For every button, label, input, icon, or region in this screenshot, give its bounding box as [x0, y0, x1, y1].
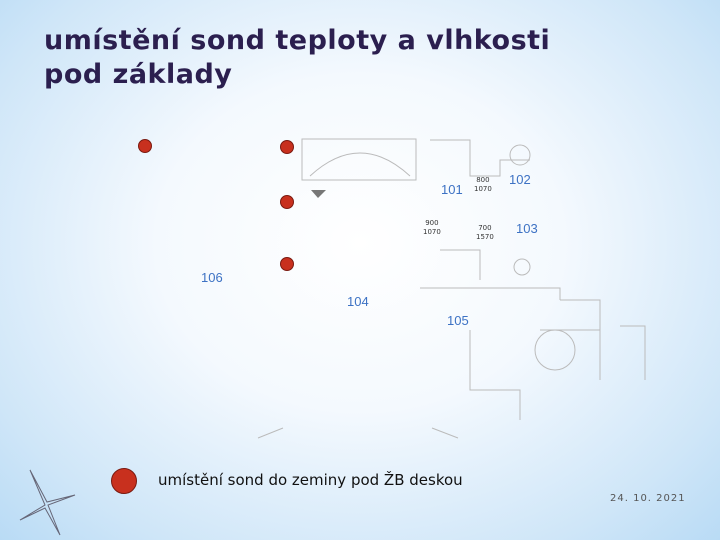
dimension: 700 1570: [476, 224, 494, 242]
probe-marker: [280, 257, 294, 271]
plan-symbol: [311, 190, 326, 198]
room-label: 102: [509, 172, 531, 187]
star-decor: [19, 469, 76, 536]
plan-mark: [257, 427, 459, 439]
room-label: 104: [347, 294, 369, 309]
legend-marker: [111, 468, 137, 494]
title: umístění sond teploty a vlhkosti pod zák…: [44, 24, 550, 92]
room-label: 105: [447, 313, 469, 328]
room-label: 106: [201, 270, 223, 285]
plan-circle: [534, 329, 576, 371]
title-line: pod základy: [44, 59, 233, 90]
dimension-text: 1070: [474, 185, 492, 193]
dimension-text: 700: [478, 224, 492, 232]
plan-wall: [301, 138, 417, 181]
room-label: 101: [441, 182, 463, 197]
room-label: 103: [516, 221, 538, 236]
dimension-text: 1570: [476, 233, 494, 241]
dimension-text: 900: [425, 219, 439, 227]
date: 24. 10. 2021: [610, 493, 686, 504]
plan-circle: [509, 144, 531, 166]
plan-walls: [420, 139, 646, 420]
legend-text: umístění sond do zeminy pod ŽB deskou: [158, 471, 463, 489]
dimension-text: 1070: [423, 228, 441, 236]
plan-circle: [513, 258, 531, 276]
dimension-text: 800: [476, 176, 490, 184]
plan-arc: [309, 152, 411, 177]
dimension: 800 1070: [474, 176, 492, 194]
probe-marker: [280, 140, 294, 154]
title-line: umístění sond teploty a vlhkosti: [44, 25, 551, 56]
dimension: 900 1070: [423, 219, 441, 237]
probe-marker: [138, 139, 152, 153]
probe-marker: [280, 195, 294, 209]
